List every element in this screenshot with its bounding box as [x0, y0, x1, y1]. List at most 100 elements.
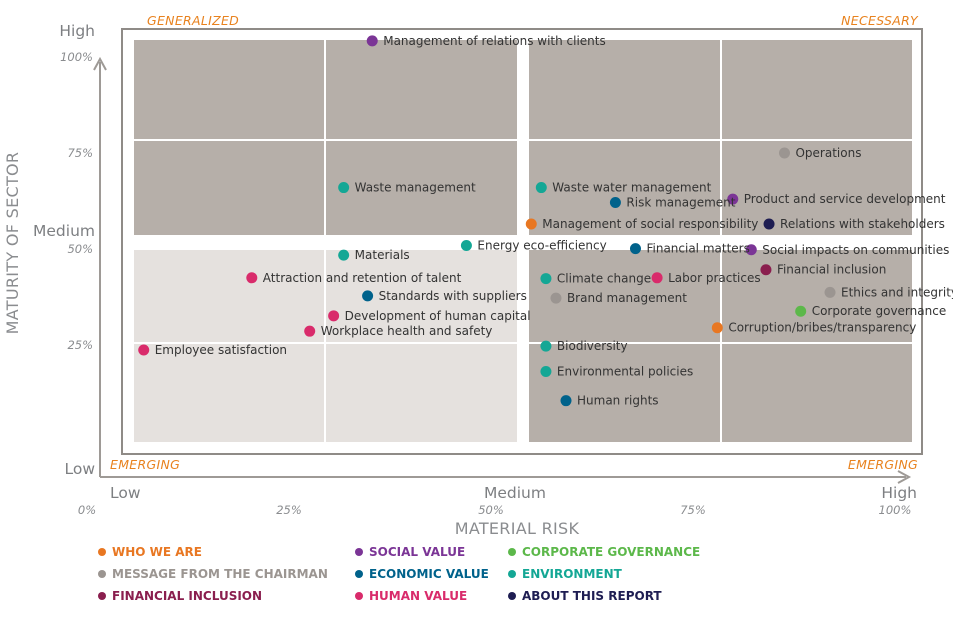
- point-label: Corruption/bribes/transparency: [728, 321, 916, 335]
- y-level-label: High: [59, 22, 95, 40]
- point-label: Operations: [795, 146, 861, 160]
- legend-item-message-from-the-chairman: MESSAGE FROM THE CHAIRMAN: [98, 563, 328, 585]
- point-marker: [540, 273, 552, 285]
- point-marker: [629, 243, 641, 255]
- point-label: Product and service development: [744, 192, 946, 206]
- legend-dot-icon: [508, 592, 516, 600]
- point-relations-with-stakeholders: Relations with stakeholders: [763, 217, 945, 231]
- point-labor-practices: Labor practices: [651, 271, 761, 285]
- point-financial-inclusion: Financial inclusion: [760, 263, 886, 277]
- point-marker: [138, 344, 150, 356]
- point-label: Climate change: [557, 272, 651, 286]
- point-label: Development of human capital: [345, 309, 531, 323]
- legend-label: CORPORATE GOVERNANCE: [522, 545, 701, 559]
- point-brand-management: Brand management: [550, 291, 687, 305]
- legend-item-social-value: SOCIAL VALUE: [355, 541, 465, 563]
- x-tick-label: 50%: [478, 503, 504, 517]
- point-human-rights: Human rights: [560, 394, 659, 408]
- y-tick-label: 75%: [67, 146, 93, 160]
- point-energy-eco-efficiency: Energy eco-efficiency: [460, 239, 607, 253]
- corner-label-emerging-right: EMERGING: [848, 457, 918, 472]
- point-biodiversity: Biodiversity: [540, 339, 628, 353]
- y-axis-arrow: [93, 56, 107, 71]
- point-workplace-health-and-safety: Workplace health and safety: [304, 324, 492, 338]
- legend: WHO WE ARE MESSAGE FROM THE CHAIRMAN FINAN…: [98, 541, 818, 613]
- legend-dot-icon: [508, 548, 516, 556]
- legend-label: WHO WE ARE: [112, 545, 202, 559]
- point-label: Social impacts on communities: [762, 243, 949, 257]
- point-marker: [711, 322, 723, 334]
- point-marker: [824, 286, 836, 298]
- point-marker: [550, 292, 562, 304]
- point-label: Standards with suppliers: [379, 289, 527, 303]
- point-development-of-human-capital: Development of human capital: [328, 309, 531, 323]
- legend-item-economic-value: ECONOMIC VALUE: [355, 563, 489, 585]
- point-operations: Operations: [778, 146, 861, 160]
- point-waste-water-management: Waste water management: [535, 181, 712, 195]
- point-marker: [525, 218, 537, 230]
- legend-item-financial-inclusion: FINANCIAL INCLUSION: [98, 585, 262, 607]
- x-tick-label: 75%: [680, 503, 706, 517]
- point-label: Human rights: [577, 394, 659, 408]
- point-materials: Materials: [338, 248, 410, 262]
- point-marker: [304, 325, 316, 337]
- point-label: Financial matters: [646, 242, 749, 256]
- point-label: Workplace health and safety: [321, 324, 493, 338]
- legend-item-human-value: HUMAN VALUE: [355, 585, 467, 607]
- x-tick-label: 25%: [276, 503, 302, 517]
- x-level-label: High: [881, 484, 917, 502]
- point-label: Brand management: [567, 291, 687, 305]
- x-tick-label: 100%: [879, 503, 912, 517]
- legend-item-corporate-governance: CORPORATE GOVERNANCE: [508, 541, 700, 563]
- point-marker: [338, 249, 350, 261]
- data-points: Management of social responsibility Corru…: [138, 34, 953, 408]
- point-climate-change: Climate change: [540, 272, 651, 286]
- corner-label-generalized: GENERALIZED: [147, 13, 239, 28]
- point-risk-management: Risk management: [609, 196, 736, 210]
- axes: [93, 56, 912, 484]
- legend-dot-icon: [355, 592, 363, 600]
- legend-label: MESSAGE FROM THE CHAIRMAN: [112, 567, 328, 581]
- point-marker: [763, 218, 775, 230]
- point-label: Ethics and integrity: [841, 285, 953, 299]
- point-corporate-governance: Corporate governance: [795, 304, 946, 318]
- point-label: Environmental policies: [557, 364, 693, 378]
- point-marker: [609, 197, 621, 209]
- point-marker: [246, 272, 258, 284]
- point-standards-with-suppliers: Standards with suppliers: [362, 289, 527, 303]
- point-label: Corporate governance: [812, 304, 947, 318]
- y-tick-label: 50%: [67, 242, 93, 256]
- point-marker: [460, 240, 472, 252]
- point-ethics-and-integrity: Ethics and integrity: [824, 285, 953, 299]
- point-marker: [560, 395, 572, 407]
- point-marker: [778, 147, 790, 159]
- point-label: Management of relations with clients: [383, 34, 606, 48]
- legend-label: HUMAN VALUE: [369, 589, 468, 603]
- corner-label-emerging-left: EMERGING: [110, 457, 180, 472]
- matrix-frame: [121, 28, 923, 455]
- legend-dot-icon: [98, 592, 106, 600]
- point-social-impacts-on-communities: Social impacts on communities: [745, 243, 949, 257]
- legend-label: ECONOMIC VALUE: [369, 567, 489, 581]
- point-product-and-service-development: Product and service development: [727, 192, 946, 206]
- legend-label: SOCIAL VALUE: [369, 545, 466, 559]
- point-corruption-bribes-transparency: Corruption/bribes/transparency: [711, 321, 916, 335]
- point-environmental-policies: Environmental policies: [540, 364, 693, 378]
- legend-dot-icon: [98, 570, 106, 578]
- y-level-label: Low: [64, 460, 95, 478]
- point-label: Waste management: [355, 181, 476, 195]
- point-attraction-and-retention-of-talent: Attraction and retention of talent: [246, 271, 462, 285]
- point-label: Employee satisfaction: [155, 343, 287, 357]
- point-marker: [535, 182, 547, 194]
- point-marker: [366, 35, 378, 47]
- y-level-label: Medium: [33, 222, 95, 240]
- point-management-of-relations-with-clients: Management of relations with clients: [366, 34, 606, 48]
- point-label: Energy eco-efficiency: [477, 239, 606, 253]
- legend-dot-icon: [98, 548, 106, 556]
- y-axis-title: MATURITY OF SECTOR: [3, 152, 22, 335]
- legend-dot-icon: [355, 548, 363, 556]
- point-marker: [727, 193, 739, 205]
- legend-label: FINANCIAL INCLUSION: [112, 589, 263, 603]
- point-label: Attraction and retention of talent: [263, 271, 462, 285]
